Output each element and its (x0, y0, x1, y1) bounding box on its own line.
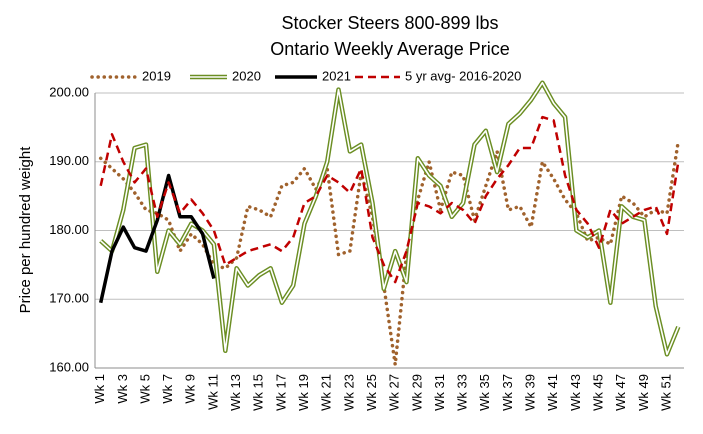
x-tick-label: Wk 39 (523, 374, 538, 411)
x-tick-label: Wk 51 (658, 374, 673, 411)
x-tick-label: Wk 23 (341, 374, 356, 411)
x-tick-label: Wk 25 (364, 374, 379, 411)
x-tick-label: Wk 43 (568, 374, 583, 411)
x-tick-label: Wk 35 (477, 374, 492, 411)
x-tick-label: Wk 37 (500, 374, 515, 411)
y-axis-label: Price per hundred weight (17, 146, 34, 314)
legend-label: 2020 (232, 68, 261, 83)
series-line (98, 173, 216, 304)
x-tick-label: Wk 5 (137, 374, 152, 404)
y-tick-label: 180.00 (49, 222, 89, 237)
x-tick-label: Wk 41 (545, 374, 560, 411)
chart-subtitle: Ontario Weekly Average Price (270, 39, 509, 59)
x-tick-label: Wk 45 (590, 374, 605, 411)
x-tick-label: Wk 7 (160, 374, 175, 404)
y-tick-label: 190.00 (49, 153, 89, 168)
legend-label: 2021 (322, 68, 351, 83)
x-tick-label: Wk 15 (251, 374, 266, 411)
y-tick-label: 170.00 (49, 291, 89, 306)
y-tick-label: 160.00 (49, 359, 89, 374)
x-tick-label: Wk 9 (183, 374, 198, 404)
x-tick-label: Wk 33 (455, 374, 470, 411)
legend-label: 2019 (142, 68, 171, 83)
series-line (99, 115, 680, 284)
x-tick-label: Wk 49 (636, 374, 651, 411)
x-tick-label: Wk 1 (92, 374, 107, 404)
series-line (98, 139, 681, 367)
x-tick-label: Wk 11 (205, 374, 220, 410)
x-tick-label: Wk 17 (273, 374, 288, 411)
x-tick-label: Wk 19 (296, 374, 311, 411)
x-tick-label: Wk 27 (387, 374, 402, 411)
x-tick-label: Wk 47 (613, 374, 628, 411)
x-tick-label: Wk 29 (409, 374, 424, 411)
y-tick-label: 200.00 (49, 84, 89, 99)
x-tick-label: Wk 13 (228, 374, 243, 411)
legend-label: 5 yr avg- 2016-2020 (405, 68, 521, 83)
chart-title: Stocker Steers 800-899 lbs (281, 13, 498, 33)
x-tick-label: Wk 31 (432, 374, 447, 411)
x-tick-label: Wk 21 (319, 374, 334, 411)
x-tick-label: Wk 3 (115, 374, 130, 404)
